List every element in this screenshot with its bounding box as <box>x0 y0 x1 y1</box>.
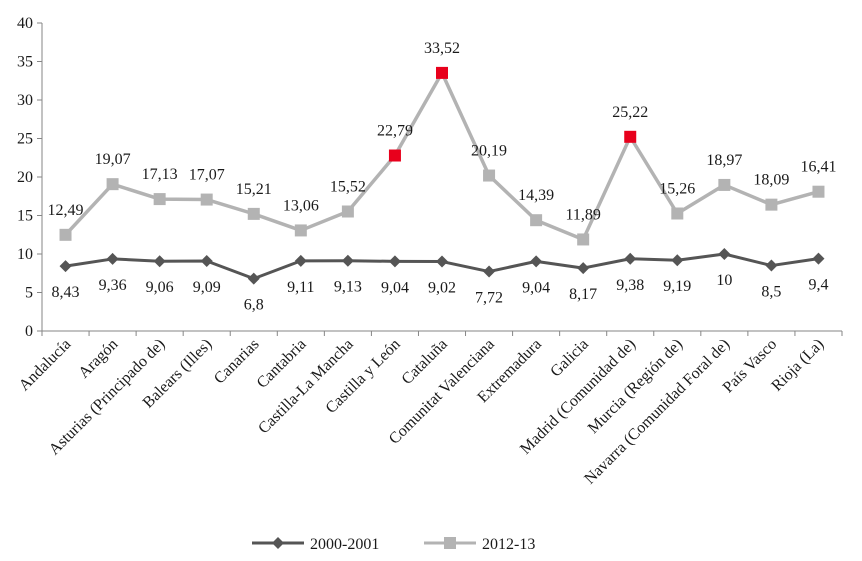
y-tick-label: 35 <box>17 54 33 71</box>
data-label: 9,13 <box>334 279 362 296</box>
data-label: 33,52 <box>424 40 460 57</box>
data-label: 20,19 <box>471 143 507 160</box>
data-point <box>671 254 684 267</box>
data-point <box>765 259 778 272</box>
data-label: 19,07 <box>95 151 131 168</box>
data-label: 14,39 <box>518 187 554 204</box>
data-point <box>106 252 119 265</box>
data-label: 18,09 <box>753 172 789 189</box>
data-point <box>200 193 213 206</box>
data-point <box>577 233 590 246</box>
data-label: 11,89 <box>565 206 600 223</box>
legend-label: 2012-13 <box>482 536 535 553</box>
data-label: 16,41 <box>800 159 836 176</box>
data-point <box>436 255 448 268</box>
data-label: 9,09 <box>193 279 221 296</box>
data-label: 6,8 <box>244 297 264 314</box>
x-category-label: Rioja (La) <box>768 336 827 395</box>
y-tick-label: 20 <box>17 169 33 186</box>
data-point <box>200 255 213 268</box>
y-tick-label: 15 <box>17 208 33 225</box>
data-label: 9,19 <box>663 278 691 295</box>
data-label: 22,79 <box>377 123 413 140</box>
axes: 0 5 10 15 20 25 30 35 40 <box>17 15 843 340</box>
data-point <box>341 254 354 267</box>
data-label: 9,36 <box>99 277 127 294</box>
data-point <box>436 66 448 79</box>
data-label: 8,43 <box>52 284 80 301</box>
data-label: 9,04 <box>381 279 409 296</box>
data-label: 17,07 <box>189 167 225 184</box>
data-label: 10 <box>716 272 732 289</box>
data-point <box>624 252 637 265</box>
y-tick-label: 40 <box>17 15 33 32</box>
legend: 2000-2001 2012-13 <box>252 536 535 553</box>
data-point <box>59 260 72 273</box>
data-label: 8,5 <box>761 284 781 301</box>
y-tick-label: 5 <box>25 285 33 302</box>
data-label: 25,22 <box>612 104 648 121</box>
series-lines <box>64 71 819 281</box>
data-label: 13,06 <box>283 197 319 214</box>
x-category-label: Galicia <box>547 336 592 381</box>
data-label: 12,49 <box>48 202 84 219</box>
y-tick-label: 30 <box>17 92 33 109</box>
data-point <box>765 198 778 211</box>
data-label: 7,72 <box>475 290 503 307</box>
legend-marker <box>272 537 284 549</box>
data-point <box>812 252 825 265</box>
data-label: 9,02 <box>428 280 456 297</box>
data-labels: 8,43 9,36 9,06 9,09 6,8 9,11 9,13 9,04 9,02 7,72 9… <box>48 40 837 314</box>
data-label: 18,97 <box>706 152 742 169</box>
data-point <box>718 248 731 260</box>
data-label: 9,04 <box>522 279 550 296</box>
y-tick-label: 25 <box>17 131 33 148</box>
data-point <box>294 254 307 267</box>
data-point <box>671 207 684 220</box>
data-label: 17,13 <box>142 166 178 183</box>
data-point <box>388 149 401 162</box>
legend-label: 2000-2001 <box>310 536 379 553</box>
y-tick-label: 10 <box>17 246 33 263</box>
data-label: 9,06 <box>146 279 174 296</box>
data-point <box>718 178 731 191</box>
data-point <box>530 214 543 227</box>
data-point <box>341 205 354 218</box>
data-point <box>247 272 260 285</box>
data-label: 9,38 <box>616 277 644 294</box>
data-point <box>530 255 543 268</box>
data-point <box>153 193 166 206</box>
data-point <box>106 178 119 191</box>
y-tick-label: 0 <box>25 323 33 340</box>
x-category-label: Andalucía <box>16 336 75 395</box>
data-point <box>483 169 496 182</box>
data-point <box>577 262 590 275</box>
data-point <box>812 185 825 198</box>
data-point <box>59 228 72 241</box>
data-point <box>624 130 637 143</box>
x-category-label: Aragón <box>75 336 121 382</box>
data-point <box>483 265 496 278</box>
data-label: 8,17 <box>569 286 597 303</box>
data-label: 15,52 <box>330 178 366 195</box>
data-label: 15,21 <box>236 181 272 198</box>
data-point <box>294 224 307 237</box>
data-point <box>388 255 401 268</box>
data-point <box>153 255 166 268</box>
series-markers <box>59 66 825 285</box>
data-label: 9,4 <box>808 277 828 294</box>
data-label: 15,26 <box>659 180 695 197</box>
data-point <box>247 207 260 220</box>
legend-marker <box>444 537 456 549</box>
data-label: 9,11 <box>287 279 314 296</box>
